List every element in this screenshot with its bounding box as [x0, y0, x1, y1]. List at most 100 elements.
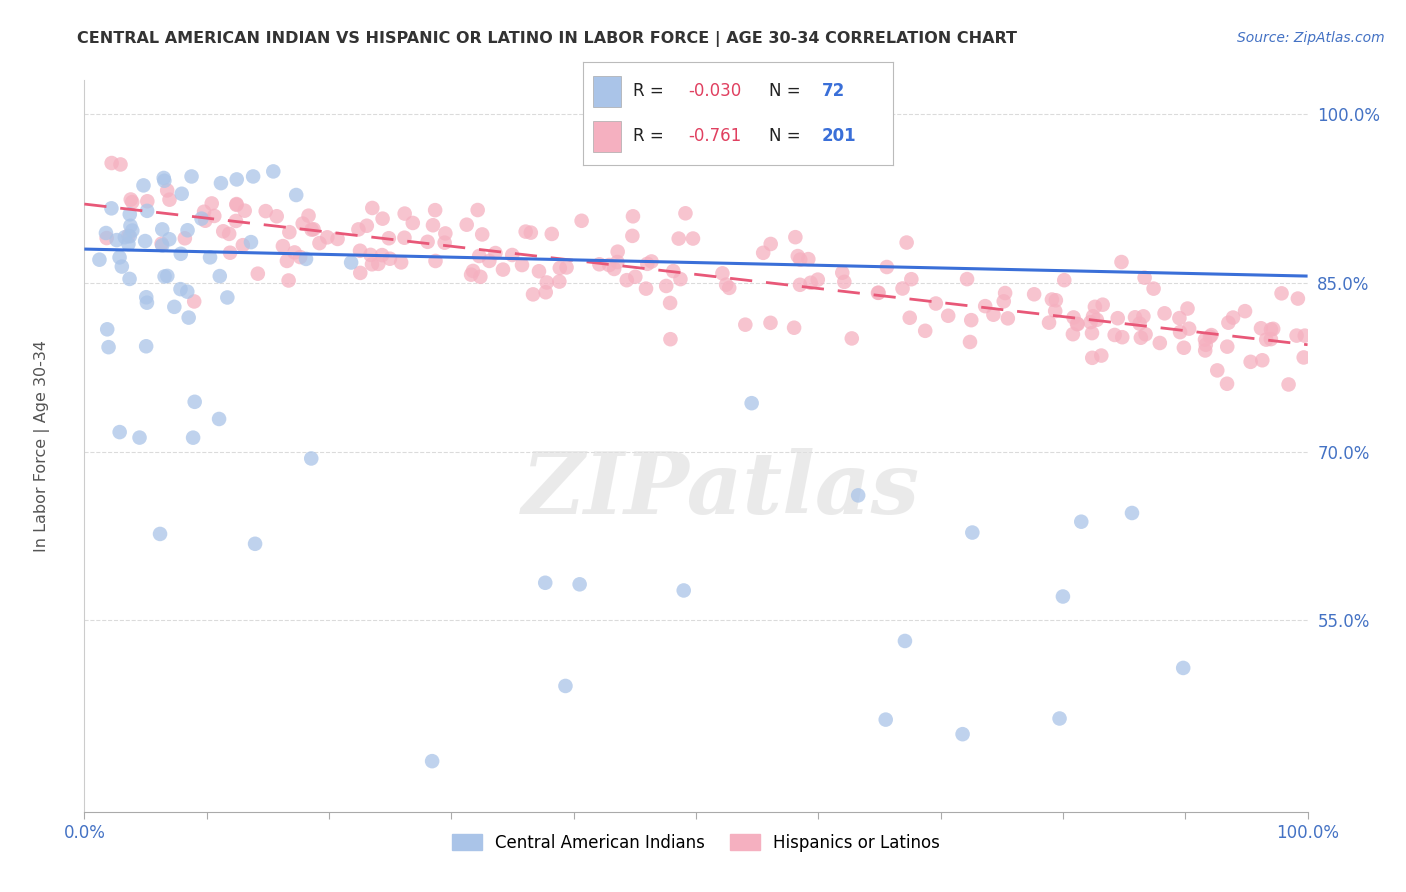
Point — [866, 285, 889, 300]
Point — [170, 186, 193, 201]
Point — [1049, 711, 1071, 725]
Point — [157, 232, 180, 246]
Point — [1123, 310, 1146, 325]
Point — [1043, 304, 1066, 318]
Point — [1081, 326, 1104, 340]
Point — [1153, 306, 1175, 320]
Point — [1090, 349, 1112, 363]
Point — [554, 679, 576, 693]
Point — [1062, 327, 1084, 342]
Point — [1194, 333, 1216, 347]
Point — [1251, 353, 1274, 368]
Point — [1178, 321, 1201, 335]
Point — [170, 247, 193, 261]
Point — [471, 227, 494, 242]
Point — [153, 269, 176, 284]
Point — [1024, 287, 1046, 301]
Point — [1129, 331, 1152, 345]
Point — [1121, 506, 1143, 520]
Point — [515, 225, 537, 239]
Text: N =: N = — [769, 128, 806, 145]
Point — [152, 171, 174, 186]
Point — [540, 227, 562, 241]
Point — [734, 318, 756, 332]
Bar — [593, 76, 620, 106]
Point — [254, 204, 277, 219]
Point — [416, 235, 439, 249]
Point — [807, 272, 830, 286]
Point — [283, 245, 305, 260]
Point — [1194, 343, 1216, 358]
Point — [1084, 300, 1107, 314]
Point — [606, 255, 628, 269]
Point — [548, 275, 571, 289]
Legend: Central American Indians, Hispanics or Latinos: Central American Indians, Hispanics or L… — [446, 827, 946, 858]
Point — [118, 272, 141, 286]
Point — [288, 250, 311, 264]
Point — [682, 231, 704, 245]
Point — [117, 228, 139, 243]
Point — [960, 313, 983, 327]
Point — [1277, 377, 1299, 392]
Point — [1286, 292, 1309, 306]
Point — [308, 236, 330, 251]
Point — [276, 254, 298, 268]
Point — [675, 206, 697, 220]
Bar — [593, 121, 620, 152]
Text: 72: 72 — [821, 82, 845, 100]
Point — [662, 264, 685, 278]
Point — [1263, 322, 1285, 336]
Point — [1132, 310, 1154, 324]
Point — [598, 258, 620, 272]
Point — [1053, 273, 1076, 287]
Point — [983, 308, 1005, 322]
Point — [1040, 293, 1063, 307]
Point — [711, 266, 734, 280]
Point — [718, 281, 741, 295]
Point — [111, 260, 134, 274]
Point — [118, 229, 141, 244]
Point — [478, 254, 501, 268]
Point — [361, 257, 384, 271]
Text: R =: R = — [633, 82, 669, 100]
Point — [1085, 313, 1108, 327]
Point — [134, 234, 156, 248]
Point — [159, 193, 181, 207]
Point — [183, 394, 205, 409]
Point — [548, 260, 571, 275]
Point — [1066, 317, 1088, 331]
Point — [786, 249, 808, 263]
Point — [201, 196, 224, 211]
Point — [285, 188, 308, 202]
Point — [1080, 315, 1102, 329]
Point — [193, 204, 215, 219]
Point — [120, 193, 142, 207]
Point — [433, 235, 456, 250]
Point — [278, 225, 301, 239]
Point — [136, 295, 159, 310]
Point — [959, 334, 981, 349]
Point — [1260, 322, 1282, 336]
Point — [117, 237, 139, 252]
Point — [394, 230, 416, 244]
Point — [510, 258, 533, 272]
Point — [834, 275, 856, 289]
Point — [1216, 340, 1239, 354]
Point — [225, 197, 247, 211]
Point — [672, 583, 695, 598]
Point — [169, 282, 191, 296]
Point — [349, 266, 371, 280]
Point — [1104, 328, 1126, 343]
Point — [349, 244, 371, 258]
Point — [136, 194, 159, 209]
Point — [1285, 328, 1308, 343]
Point — [470, 269, 492, 284]
Point — [520, 226, 543, 240]
Point — [181, 431, 204, 445]
Point — [100, 202, 122, 216]
Point — [460, 268, 482, 282]
Point — [1091, 298, 1114, 312]
Point — [876, 260, 898, 274]
Point — [534, 285, 557, 300]
Point — [371, 211, 394, 226]
